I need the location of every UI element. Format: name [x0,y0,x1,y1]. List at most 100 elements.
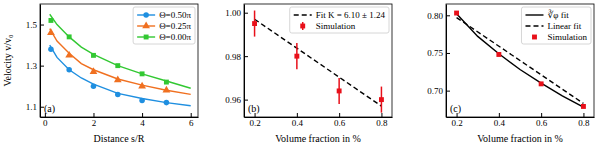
tick-label: 0.80 [427,11,443,21]
legend-item: ∛φ fit [525,9,569,20]
line [50,29,191,95]
legend-item: Linear fit [525,21,581,31]
tick-label: 0.4 [494,118,506,128]
tick-mark [583,113,584,117]
legend-box [133,7,195,44]
marker [140,71,145,76]
tick-label: 1.1 [26,102,37,112]
marker [65,51,73,58]
tick: 2 [92,113,97,128]
tick-mark [40,66,44,67]
marker [337,88,342,93]
tick-label: 6 [189,118,194,128]
axis-line [447,117,595,118]
tick-label: 1.5 [26,20,38,30]
marker [47,28,55,35]
tick-mark [40,25,44,26]
tick-mark [446,91,450,92]
tick-mark [499,113,500,117]
legend-label: ∛φ fit [547,9,569,20]
tick: 6 [189,113,194,128]
legend-marker [532,35,537,40]
marker [139,98,145,104]
tick: 4 [140,113,145,128]
marker [115,92,121,98]
legend-item: Θ=0.25π [137,21,191,31]
tick: 0.2 [451,113,462,128]
marker [164,100,170,106]
tick: 0.4 [292,113,304,128]
marker [91,53,96,58]
tick: 0.96 [225,95,248,105]
legend: ∛φ fitLinear fitSimulation [521,7,591,44]
tick: 0.80 [427,11,450,21]
marker [90,67,98,74]
tick-label: 0.2 [249,118,260,128]
line [457,18,584,104]
marker [294,54,299,59]
legend-box [290,7,389,33]
tick: 0.8 [578,113,590,128]
marker [163,86,171,93]
legend-item: Simulation [532,32,587,42]
tick: 1.00 [225,8,248,18]
tick-label: 0.6 [334,118,346,128]
legend-label: Simulation [547,32,587,42]
legend-label: Θ=0.50π [159,10,191,20]
panel-label: (a) [44,103,55,115]
legend-marker [144,35,149,40]
tick-mark [446,53,450,54]
marker [454,11,459,16]
tick-mark [381,113,382,117]
tick-mark [446,15,450,16]
tick-mark [297,113,298,117]
tick-mark [339,113,340,117]
axis: 0.2 0.4 0.6 0.8 [447,113,595,128]
tick-label: 0.75 [427,48,443,58]
legend-label: Θ=0.00π [159,32,191,42]
legend-label: Θ=0.25π [159,21,191,31]
axis-line [40,5,41,118]
tick-mark [191,113,192,117]
legend-line [525,14,543,15]
tick-label: 0.98 [225,52,241,62]
tick-label: 1.3 [26,61,38,71]
axis: 0 2 4 6 [41,113,199,128]
x-axis-label: Distance s/R [94,133,145,144]
tick-label: 2 [92,118,97,128]
plot-frame [446,4,594,117]
axis-line [245,117,393,118]
legend-item: Simulation [300,21,355,31]
line [50,45,191,106]
tick: 0.6 [536,113,548,128]
tick: 1.1 [26,102,44,112]
legend-line [294,14,312,15]
axis-line [446,5,447,118]
tick-label: 0 [43,118,48,128]
tick: 0.4 [494,113,506,128]
legend-item: Θ=0.00π [137,32,191,42]
legend-marker [142,22,150,29]
axis: 0.2 0.4 0.6 0.8 [245,113,393,128]
tick-mark [244,100,248,101]
tick: 0.8 [376,113,388,128]
plot-frame [40,4,198,117]
marker [539,81,544,86]
axis: 0.96 0.98 1.00 [225,5,248,118]
tick-label: 0.8 [376,118,388,128]
legend: Θ=0.50πΘ=0.25πΘ=0.00π [133,7,195,44]
marker [379,97,384,102]
tick-label: 1.00 [225,8,241,18]
panel-label: (b) [248,103,260,115]
tick: 0.6 [334,113,346,128]
tick: 0.98 [225,52,248,62]
tick-label: 0.6 [536,118,548,128]
axis-line [41,117,199,118]
marker [138,82,146,89]
marker [581,104,586,109]
axis: 1.1 1.3 1.5 [26,5,44,118]
panel: 0.20.40.60.80.960.981.00Volume fraction … [225,4,392,144]
tick: 0.2 [249,113,260,128]
x-axis-label: Volume fraction in % [477,133,563,144]
tick-label: 4 [140,118,145,128]
